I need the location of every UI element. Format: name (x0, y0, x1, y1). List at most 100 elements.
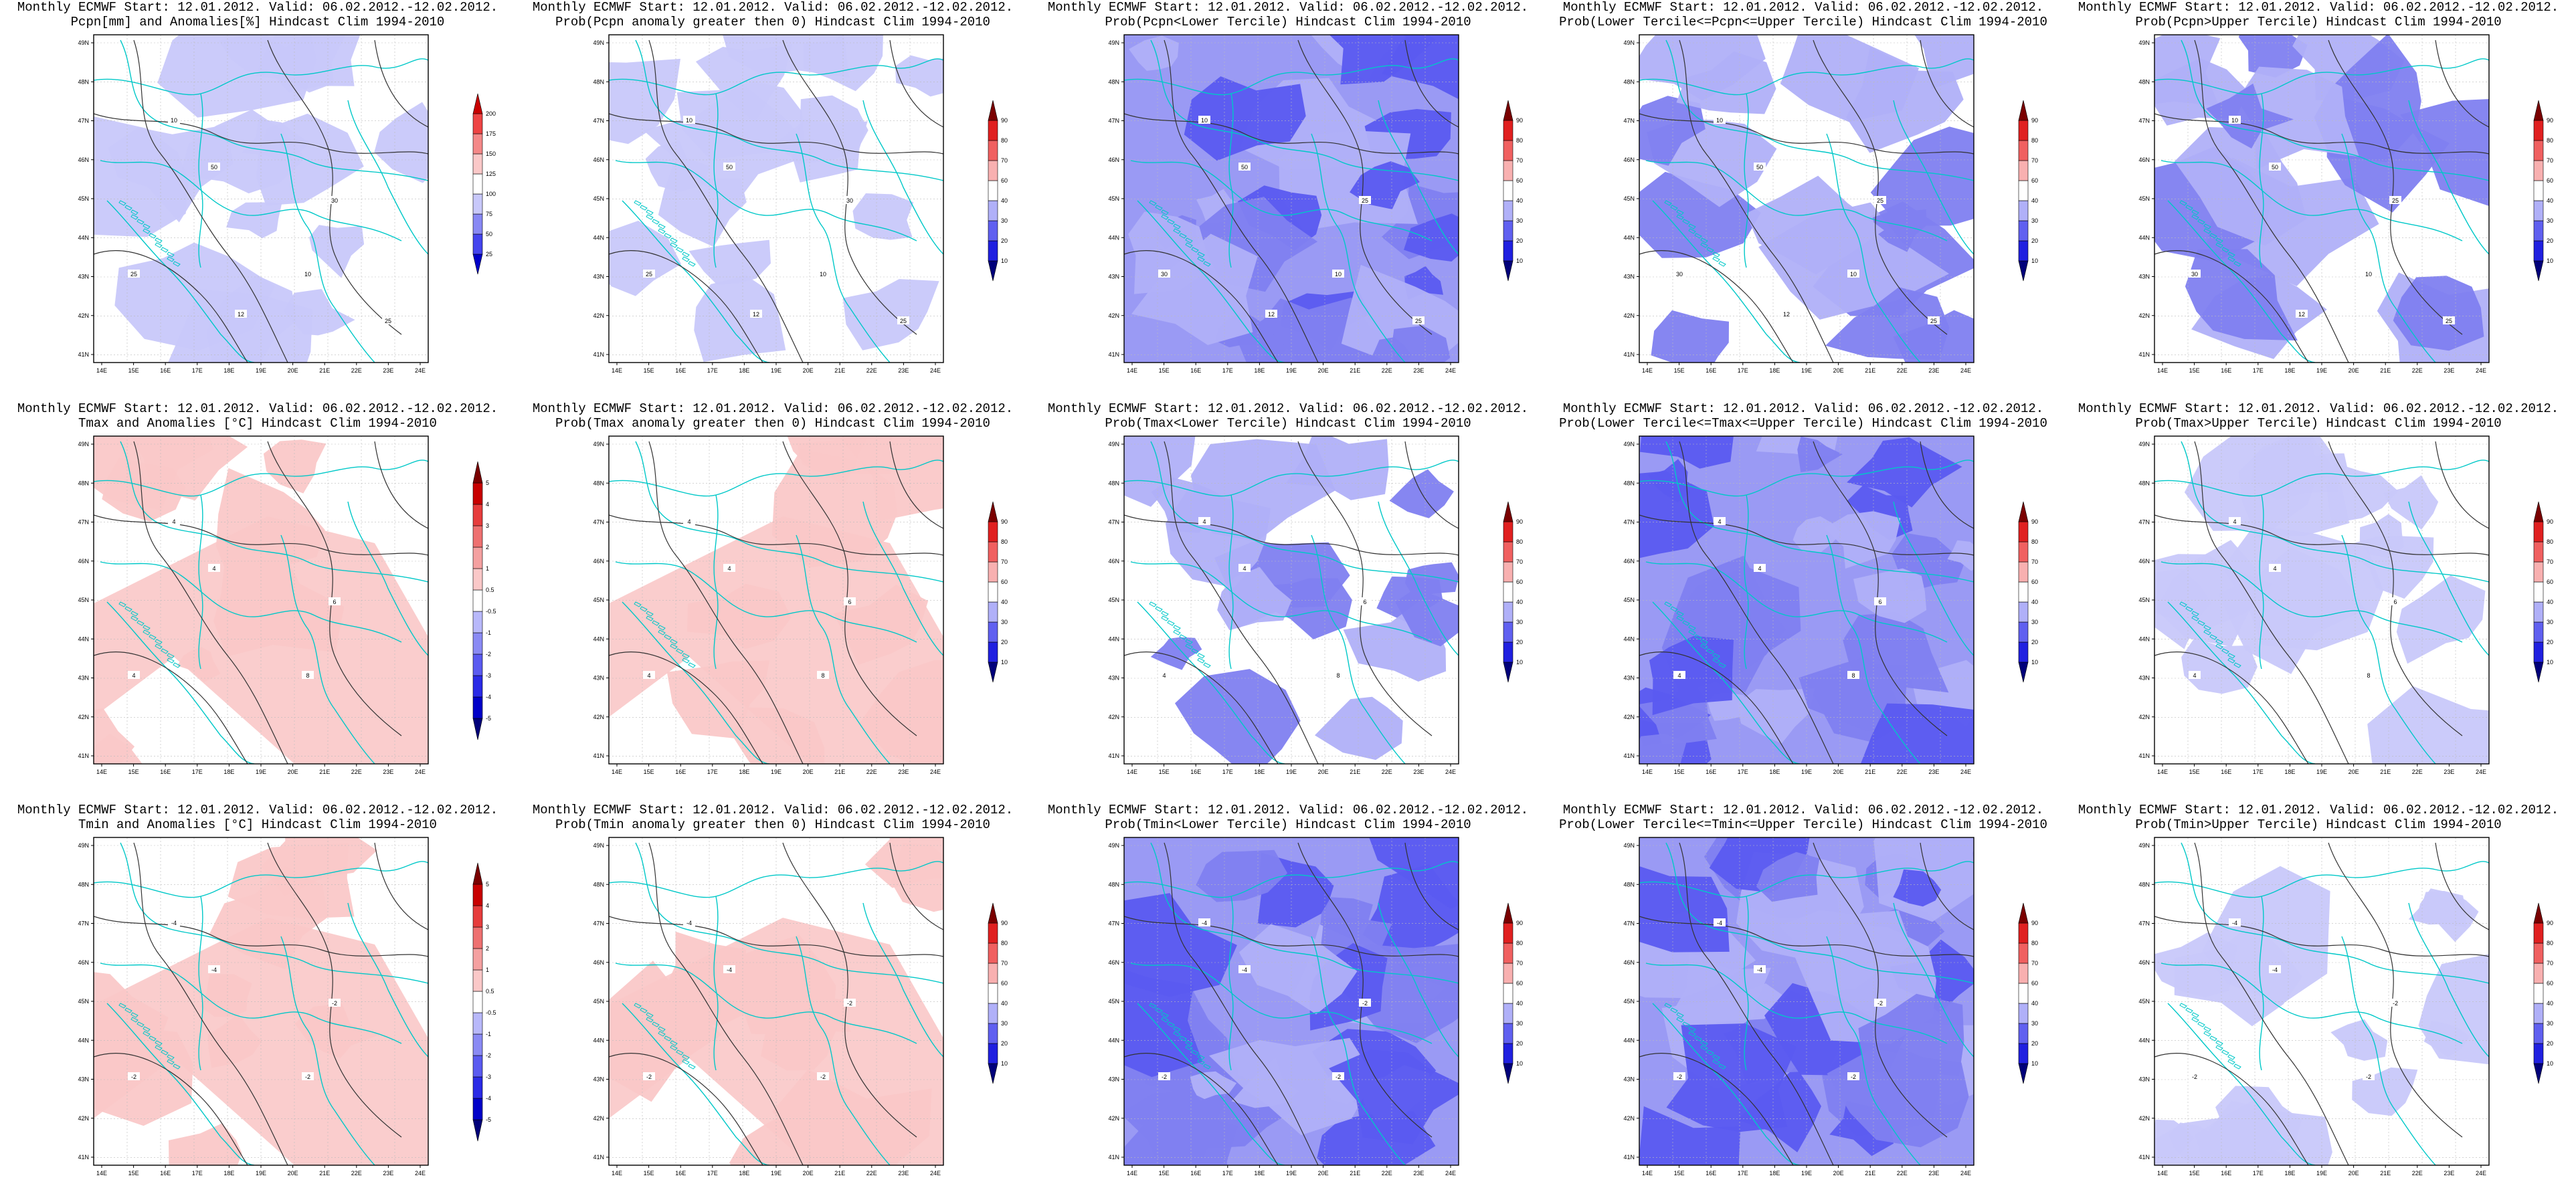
shading-area (157, 35, 317, 118)
lon-tick-label: 21E (1350, 367, 1360, 374)
colorbar-segment (1503, 1003, 1513, 1024)
colorbar-segment (2533, 662, 2544, 683)
contour-line (2194, 39, 2349, 363)
contour-label: 30 (1676, 271, 1683, 278)
lon-tick-label: 22E (2412, 1170, 2423, 1177)
border-line (2160, 561, 2463, 643)
lon-tick-label: 24E (2476, 769, 2486, 775)
colorbar-label: 20 (2031, 1040, 2038, 1047)
panel-title-line1: Monthly ECMWF Start: 12.01.2012. Valid: … (2078, 803, 2559, 817)
map-plot: 10 50 30 25 10 12 25 41N 42N 43N 44N 45N 46N 47N 48N 49… (1623, 34, 2038, 374)
contour-line (2154, 113, 2489, 155)
border-line (2181, 441, 2489, 583)
lat-tick-label: 49N (1623, 39, 1635, 46)
colorbar-segment (988, 200, 998, 221)
colorbar-label: 75 (486, 211, 492, 217)
lon-tick-label: 22E (866, 1170, 877, 1177)
colorbar-segment (2533, 100, 2544, 121)
contour-label: 4 (1202, 518, 1206, 525)
lon-tick-label: 19E (256, 1170, 266, 1177)
lat-tick-label: 42N (1108, 312, 1119, 319)
lat-tick-label: 48N (1108, 881, 1119, 888)
lat-tick-label: 49N (1623, 842, 1635, 849)
lon-tick-label: 19E (256, 769, 266, 775)
contour-label: 25 (1930, 318, 1937, 324)
panel-title-line2: Prob(Lower Tercile<=Pcpn<=Upper Tercile)… (1559, 15, 2047, 29)
contour-line (1404, 441, 1459, 529)
lon-tick-label: 22E (351, 367, 362, 374)
lon-tick-label: 17E (192, 367, 203, 374)
lon-tick-label: 14E (96, 367, 107, 374)
contour-label: -4 (211, 967, 217, 973)
lon-tick-label: 23E (898, 1170, 909, 1177)
lon-tick-label: 24E (930, 1170, 941, 1177)
border-line (94, 460, 428, 497)
lat-tick-label: 46N (78, 558, 89, 565)
colorbar-segment (472, 93, 483, 114)
colorbar-segment (1503, 942, 1513, 964)
colorbar-segment (988, 1023, 998, 1044)
lat-tick-label: 43N (593, 675, 604, 682)
colorbar-segment (988, 581, 998, 603)
lat-tick-label: 41N (1108, 1154, 1119, 1161)
lon-tick-label: 14E (1642, 1170, 1653, 1177)
lon-tick-label: 15E (128, 769, 139, 775)
colorbar-segment (2018, 260, 2029, 282)
lon-tick-label: 15E (2189, 1170, 2200, 1177)
colorbar-segment (988, 180, 998, 201)
colorbar-segment (1503, 1063, 1513, 1084)
lon-tick-label: 18E (739, 1170, 749, 1177)
shading-area (1286, 436, 1389, 500)
lon-tick-label: 22E (2412, 769, 2423, 775)
colorbar-segment (472, 696, 483, 719)
border-line (862, 100, 943, 255)
lat-tick-label: 48N (2138, 881, 2150, 888)
contour-label: 30 (1161, 271, 1168, 278)
colorbar-segment (1503, 260, 1513, 282)
lon-tick-label: 14E (2157, 1170, 2168, 1177)
lat-tick-label: 44N (2138, 635, 2150, 642)
panel-title-line1: Monthly ECMWF Start: 12.01.2012. Valid: … (1047, 401, 1529, 416)
contour-label: 4 (647, 672, 650, 679)
lon-tick-label: 23E (1413, 1170, 1424, 1177)
colorbar-segment (988, 662, 998, 683)
lon-tick-label: 19E (256, 367, 266, 374)
colorbar-label: 60 (1001, 980, 1008, 987)
contour-label: 4 (2273, 565, 2276, 572)
lon-tick-label: 22E (1897, 769, 1908, 775)
colorbar-segment (472, 718, 483, 740)
lon-tick-label: 20E (1833, 1170, 1844, 1177)
lat-tick-label: 42N (1623, 312, 1635, 319)
lon-tick-label: 17E (1738, 367, 1748, 374)
colorbar-segment (2533, 160, 2544, 181)
colorbar-label: 90 (1001, 117, 1008, 124)
shading-area (852, 193, 914, 240)
colorbar-label: 30 (2547, 1020, 2553, 1027)
contour-line (2435, 441, 2489, 529)
colorbar-segment (472, 611, 483, 633)
shading-area (1756, 851, 1820, 902)
contour-line (609, 113, 943, 155)
shading-area (1209, 1037, 1375, 1136)
colorbar-label: 40 (2031, 197, 2038, 204)
contour-label: -4 (1717, 920, 1722, 926)
colorbar-label: 10 (2031, 659, 2038, 666)
shading-area (2367, 686, 2489, 764)
border-line (280, 936, 375, 1165)
border-line (609, 861, 943, 898)
lon-tick-label: 20E (288, 769, 298, 775)
shading-area (840, 436, 943, 521)
border-line (2259, 494, 2264, 670)
lat-tick-label: 47N (78, 519, 89, 526)
contour-line (374, 441, 428, 529)
lat-tick-label: 47N (1623, 920, 1635, 927)
lat-tick-label: 41N (78, 752, 89, 759)
border-line (1645, 160, 1948, 241)
colorbar-segment (2018, 220, 2029, 241)
colorbar-segment (472, 1055, 483, 1078)
lat-tick-label: 49N (1108, 842, 1119, 849)
contour-label: -2 (1877, 1000, 1883, 1007)
colorbar-segment (1503, 220, 1513, 241)
shading-area (2393, 276, 2484, 351)
contour-label: 50 (2272, 164, 2278, 171)
